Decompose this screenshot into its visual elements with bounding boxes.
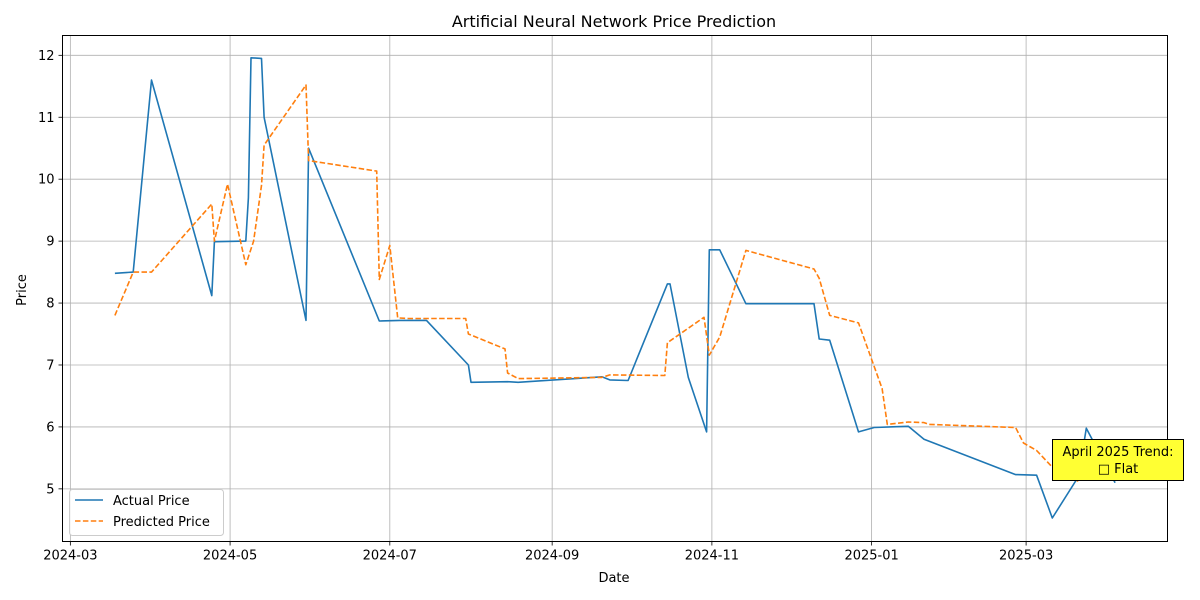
y-tick-label: 10 [38, 173, 55, 188]
chart-title: Artificial Neural Network Price Predicti… [452, 12, 776, 31]
series-layer [114, 56, 1116, 519]
grid-lines [62, 35, 1168, 542]
y-axis-label: Price [15, 274, 30, 306]
legend-box [69, 489, 224, 536]
x-tick-label: 2024-07 [363, 549, 417, 564]
legend-label-predicted: Predicted Price [113, 515, 210, 530]
x-axis-ticks: 2024-03 2024-05 2024-07 2024-09 2024-11 2025-… [43, 541, 1053, 564]
plot-frame [62, 35, 1168, 542]
x-tick-label: 2025-03 [999, 549, 1053, 564]
x-tick-label: 2024-05 [203, 549, 257, 564]
x-axis-label: Date [598, 571, 629, 586]
annotation-box: April 2025 Trend: □ Flat [1052, 439, 1184, 481]
annotation-background [1052, 439, 1184, 481]
legend-label-actual: Actual Price [113, 494, 190, 509]
legend: Actual Price Predicted Price [69, 489, 224, 536]
series-line-actual-price [114, 56, 1116, 519]
series-line-predicted-price [114, 84, 1079, 483]
x-tick-label: 2025-01 [844, 549, 898, 564]
y-tick-label: 12 [38, 49, 55, 64]
y-tick-label: 6 [46, 420, 54, 435]
x-tick-label: 2024-09 [525, 549, 579, 564]
annotation-text-line2: □ Flat [1098, 462, 1139, 477]
annotation-text-line1: April 2025 Trend: [1062, 445, 1173, 460]
y-tick-label: 8 [46, 297, 54, 312]
y-tick-label: 5 [46, 482, 54, 497]
y-tick-label: 7 [46, 358, 54, 373]
y-tick-label: 11 [38, 111, 55, 126]
x-tick-label: 2024-11 [685, 549, 739, 564]
x-tick-label: 2024-03 [43, 549, 97, 564]
y-tick-label: 9 [46, 235, 54, 250]
y-axis-ticks: 5 6 7 8 9 10 11 12 [38, 49, 63, 497]
